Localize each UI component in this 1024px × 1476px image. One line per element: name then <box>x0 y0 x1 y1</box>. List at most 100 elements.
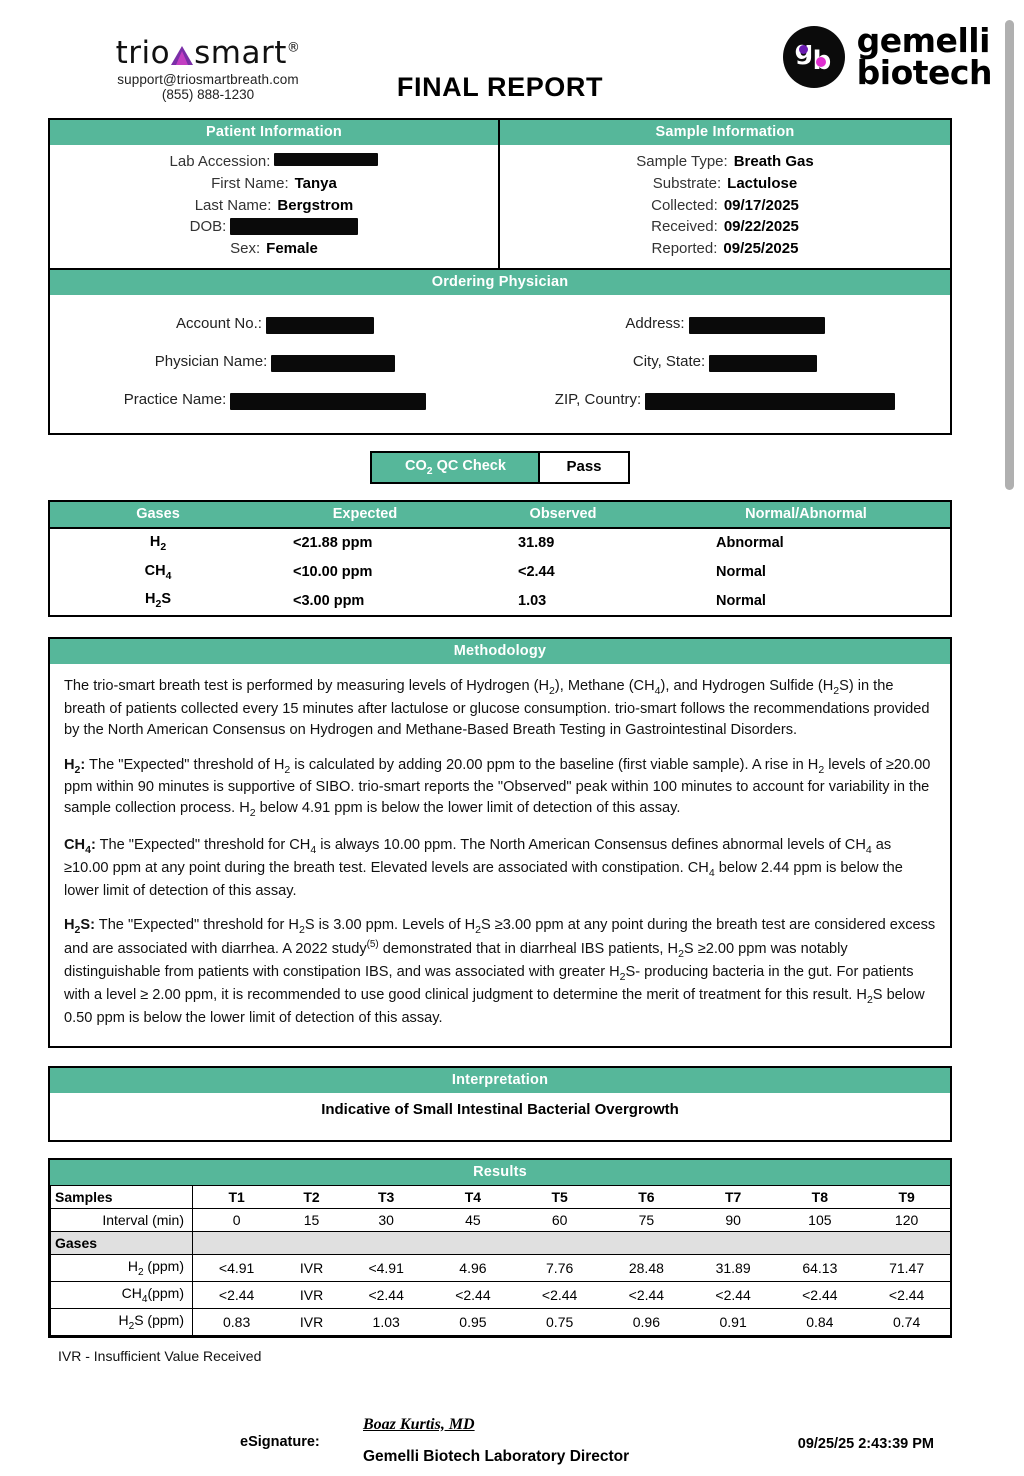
sample-information-panel: Sample Information Sample Type: Breath Ga… <box>500 120 950 268</box>
results-sample-ids-row: Samples T1 T2 T3 T4 T5 T6 T7 T8 T9 <box>50 1185 950 1210</box>
sample-id-t4: T4 <box>429 1185 517 1210</box>
interval-t8: 105 <box>776 1208 864 1233</box>
ordering-physician-panel: Ordering Physician Account No.: Physicia… <box>48 269 952 435</box>
results-interval-row: Interval (min) 0 15 30 45 60 75 90 105 1… <box>50 1208 950 1233</box>
ch4-t9: <2.44 <box>863 1281 950 1309</box>
results-gases-separator-row: Gases <box>50 1231 950 1256</box>
h2s-t5: 0.75 <box>516 1307 604 1336</box>
physician-name-label: Physician Name: <box>154 353 268 371</box>
trio-smart-wordmark: trio smart® <box>115 35 301 71</box>
interpretation-text: Indicative of Small Intestinal Bacterial… <box>321 1101 679 1119</box>
field-row: Sample Type: Breath Gas <box>500 151 950 173</box>
substrate-label: Substrate: <box>652 174 722 192</box>
dob-label: DOB: <box>189 218 227 236</box>
interval-t3: 30 <box>342 1208 430 1233</box>
field-row: ZIP, Country: <box>500 381 950 419</box>
sample-id-t8: T8 <box>776 1185 864 1210</box>
h2-t3: <4.91 <box>342 1254 430 1283</box>
gas-name-h2s: H2S <box>145 591 171 611</box>
h2s-t2: IVR <box>280 1307 343 1336</box>
field-row: Lab Accession: <box>50 151 498 173</box>
h2-t4: 4.96 <box>429 1254 517 1283</box>
spacer-cell <box>603 1231 690 1256</box>
ch4-t5: <2.44 <box>516 1281 604 1309</box>
h2s-t1: 0.83 <box>192 1307 281 1336</box>
h2-t1: <4.91 <box>192 1254 281 1283</box>
sex-value: Female <box>266 240 318 257</box>
h2s-status: Normal <box>716 592 766 609</box>
collected-label: Collected: <box>651 196 718 214</box>
table-row: H2 <21.88 ppm 31.89 Abnormal <box>50 528 950 558</box>
registered-mark: ® <box>286 40 301 56</box>
spacer-cell <box>280 1231 343 1256</box>
field-row: City, State: <box>500 343 950 381</box>
city-state-redacted <box>709 355 818 373</box>
dob-redacted <box>230 218 359 236</box>
interval-t1: 0 <box>192 1208 281 1233</box>
sample-id-t7: T7 <box>689 1185 777 1210</box>
ch4-status: Normal <box>716 563 766 580</box>
gemelli-biotech-logo: g b gemelli biotech <box>782 24 993 92</box>
methodology-intro-paragraph: The trio-smart breath test is performed … <box>64 678 930 738</box>
gases-summary-table: Gases Expected Observed Normal/Abnormal … <box>48 499 952 618</box>
col-observed: Observed <box>464 501 662 529</box>
account-no-label: Account No.: <box>176 315 262 333</box>
magenta-dot-icon <box>815 57 826 67</box>
gas-name-h2: H2 <box>149 533 167 553</box>
address-label: Address: <box>625 315 685 333</box>
results-ch4-row: CH4(ppm) <2.44 IVR <2.44 <2.44 <2.44 <2.… <box>50 1281 950 1309</box>
h2s-row-label: H2S (ppm) <box>50 1307 193 1336</box>
qc-check-box: CO2 QC Check Pass <box>370 450 630 484</box>
lab-accession-redacted <box>274 153 379 166</box>
scrollbar-track[interactable] <box>1005 0 1020 1385</box>
interval-t2: 15 <box>280 1208 343 1233</box>
first-name-value: Tanya <box>294 174 337 192</box>
col-normal-abnormal: Normal/Abnormal <box>662 501 950 529</box>
sample-information-header: Sample Information <box>500 120 950 145</box>
gemelli-line2: biotech <box>856 53 993 92</box>
patient-information-panel: Patient Information Lab Accession: First… <box>50 120 500 268</box>
methodology-body: The trio-smart breath test is performed … <box>50 664 950 1046</box>
field-row: DOB: <box>50 216 498 238</box>
h2-t6: 28.48 <box>603 1254 690 1283</box>
scrollbar-thumb[interactable] <box>1005 20 1014 490</box>
ordering-physician-body: Account No.: Physician Name: Practice Na… <box>50 295 950 433</box>
signer-title: Gemelli Biotech Laboratory Director <box>363 1447 630 1465</box>
h2-t2: IVR <box>280 1254 343 1283</box>
col-expected: Expected <box>266 501 464 529</box>
sample-id-t9: T9 <box>863 1185 950 1210</box>
ivr-footnote: IVR - Insufficient Value Received <box>58 1347 262 1364</box>
table-header-row: Gases Expected Observed Normal/Abnormal <box>50 501 950 529</box>
zip-country-redacted <box>645 393 896 411</box>
interpretation-panel: Interpretation Indicative of Small Intes… <box>48 1066 952 1143</box>
h2-status: Abnormal <box>716 535 784 552</box>
spacer-cell <box>689 1231 777 1256</box>
gemelli-circle-icon: g b <box>782 26 845 88</box>
page-title: FINAL REPORT <box>396 72 604 102</box>
physician-name-redacted <box>271 355 396 373</box>
methodology-ch4-paragraph: CH4: The "Expected" threshold for CH4 is… <box>64 836 903 899</box>
ch4-t1: <2.44 <box>192 1281 281 1309</box>
signature-timestamp: 09/25/25 2:43:39 PM <box>797 1435 934 1452</box>
methodology-h2-paragraph: H2: The "Expected" threshold of H2 is ca… <box>64 756 931 820</box>
ch4-t3: <2.44 <box>342 1281 430 1309</box>
field-row: Account No.: <box>50 305 500 343</box>
h2-t9: 71.47 <box>863 1254 950 1283</box>
sample-information-body: Sample Type: Breath Gas Substrate: Lactulo… <box>500 145 950 268</box>
ch4-t4: <2.44 <box>429 1281 517 1309</box>
physician-right-column: Address: City, State: ZIP, Country: <box>500 305 950 419</box>
sample-type-value: Breath Gas <box>733 153 814 170</box>
substrate-value: Lactulose <box>727 174 798 192</box>
h2-expected: <21.88 ppm <box>293 535 373 552</box>
sample-id-t6: T6 <box>603 1185 690 1210</box>
sample-id-t5: T5 <box>516 1185 604 1210</box>
field-row: Received: 09/22/2025 <box>500 216 950 238</box>
field-row: First Name: Tanya <box>50 173 498 195</box>
field-row: Physician Name: <box>50 343 500 381</box>
h2s-t7: 0.91 <box>689 1307 777 1336</box>
city-state-label: City, State: <box>632 353 706 371</box>
interval-t6: 75 <box>603 1208 690 1233</box>
zip-country-label: ZIP, Country: <box>554 391 642 409</box>
spacer-cell <box>516 1231 604 1256</box>
results-h2-row: H2 (ppm) <4.91 IVR <4.91 4.96 7.76 28.48… <box>50 1254 950 1283</box>
